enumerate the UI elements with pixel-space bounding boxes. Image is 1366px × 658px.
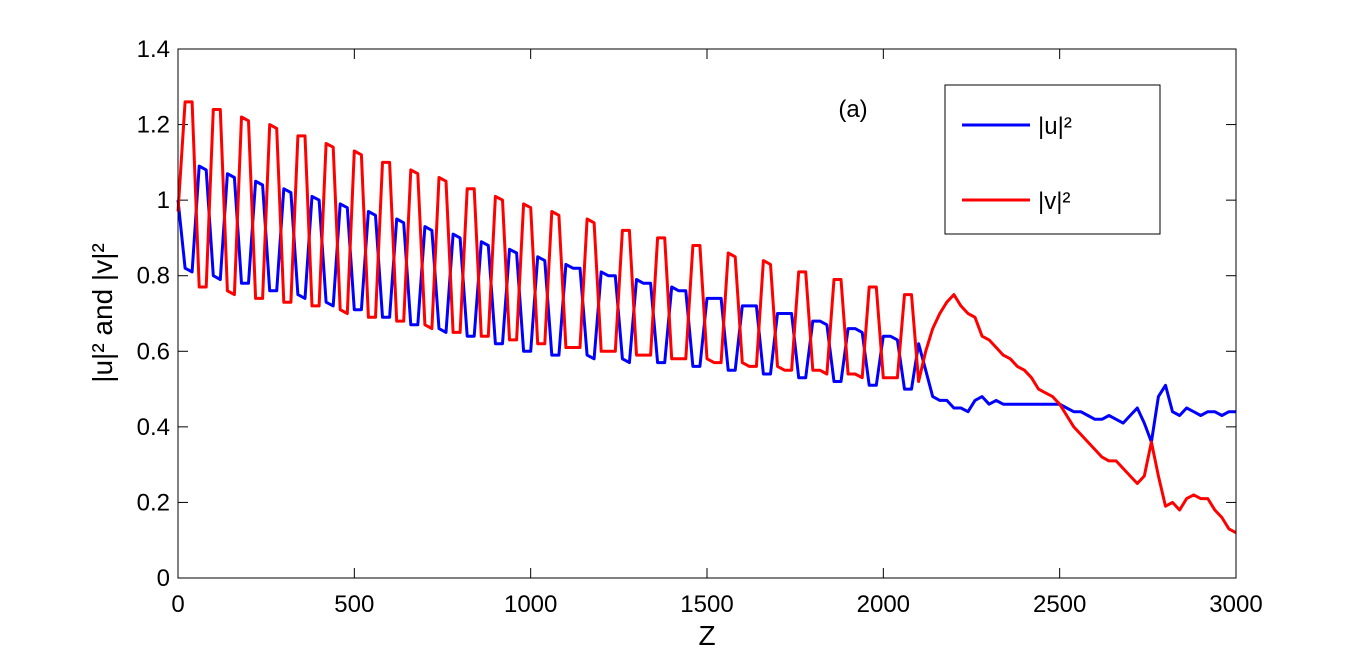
y-tick-label: 0.4 [137,414,170,441]
x-tick-label: 0 [171,591,184,618]
annotation: (a) [838,96,867,123]
y-tick-label: 1 [157,187,170,214]
y-tick-label: 0.2 [137,489,170,516]
y-tick-label: 1.4 [137,36,170,63]
y-tick-label: 1.2 [137,112,170,139]
x-tick-label: 1500 [680,591,733,618]
legend-label: |v|² [1038,188,1070,215]
data-line [176,100,1237,535]
y-tick-label: 0 [157,565,170,592]
x-tick-label: 2500 [1033,591,1086,618]
legend-label: |u|² [1038,113,1072,140]
y-tick-label: 0.8 [137,263,170,290]
x-tick-label: 1000 [504,591,557,618]
plot-frame [177,48,1237,579]
y-tick-label: 0.6 [137,338,170,365]
y-axis-label: |u|² and |v|² [87,243,118,383]
legend-box [944,84,1161,235]
x-tick-label: 500 [334,591,374,618]
x-tick-label: 3000 [1209,591,1262,618]
x-axis-label: Z [698,620,715,651]
x-tick-label: 2000 [857,591,910,618]
legend: |u|² |v|² [944,84,1161,235]
